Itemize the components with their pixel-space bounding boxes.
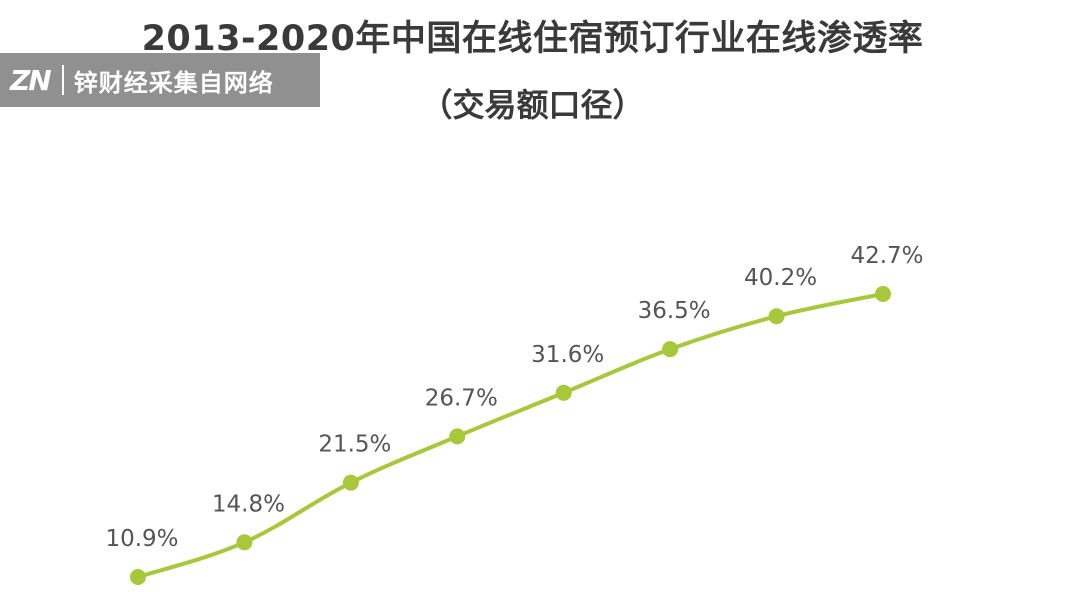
data-point-2016: [449, 428, 466, 445]
data-label-2013: 10.9%: [105, 526, 178, 552]
data-point-2014: [236, 534, 253, 551]
data-label-2020: 42.7%: [850, 243, 923, 269]
data-label-2014: 14.8%: [212, 491, 285, 517]
data-label-2016: 26.7%: [425, 385, 498, 411]
watermark-text: 锌财经采集自网络: [73, 68, 274, 97]
data-point-2015: [342, 474, 359, 491]
data-point-2013: [130, 569, 146, 585]
watermark-banner: ZN 锌财经采集自网络: [0, 53, 320, 107]
watermark-divider: [61, 65, 64, 95]
data-point-2017: [555, 384, 572, 401]
data-point-2019: [768, 308, 785, 325]
data-label-2017: 31.6%: [531, 342, 604, 368]
data-label-2018: 36.5%: [638, 298, 711, 324]
data-label-2019: 40.2%: [744, 265, 817, 291]
data-points: [130, 286, 891, 585]
data-point-2018: [662, 341, 679, 358]
data-point-2020: [875, 286, 891, 302]
series-line: [136, 292, 885, 579]
watermark-logo: ZN: [10, 63, 52, 97]
chart-subtitle: （交易额口径）: [420, 86, 645, 124]
data-label-2015: 21.5%: [318, 432, 391, 458]
chart-title: 2013-2020年中国在线住宿预订行业在线渗透率: [141, 19, 924, 59]
data-labels: 10.9% 14.8% 21.5% 26.7% 31.6% 36.5% 40.2% 42.7%: [105, 243, 923, 552]
